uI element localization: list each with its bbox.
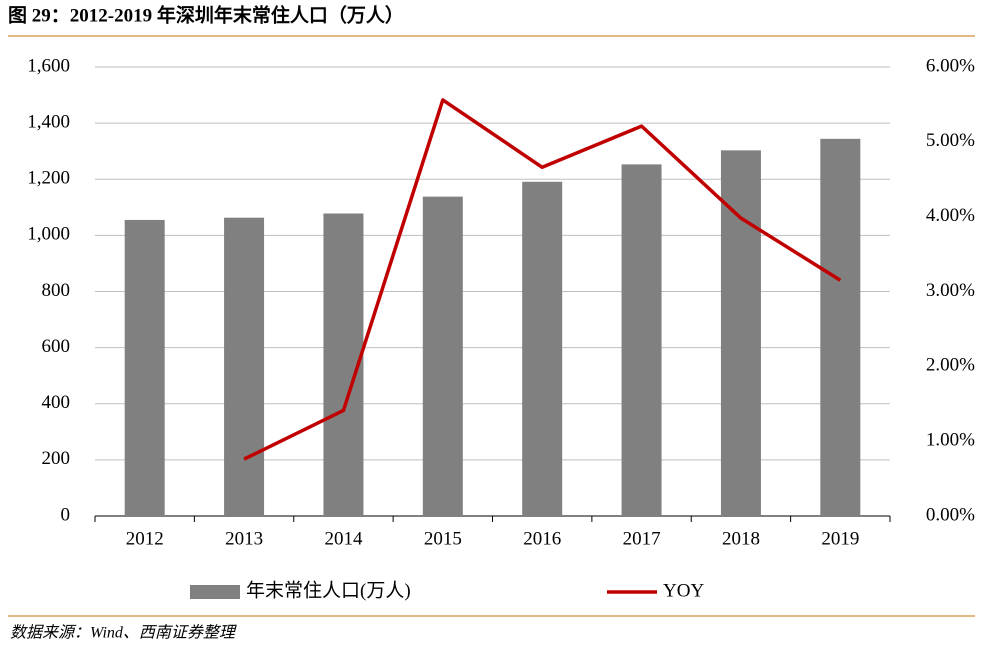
y-tick-label: 1,600 <box>27 55 70 76</box>
bar <box>621 164 662 516</box>
y2-tick-label: 4.00% <box>926 205 975 226</box>
y-tick-label: 800 <box>42 280 71 301</box>
figure-title: 图 29：2012-2019 年深圳年末常住人口（万人） <box>8 3 404 26</box>
y-tick-label: 600 <box>42 336 71 357</box>
bar <box>422 196 463 516</box>
line <box>243 98 842 461</box>
source: 数据来源：Wind、西南证券整理 <box>10 624 237 642</box>
y2-tick-label: 0.00% <box>926 504 975 525</box>
legend-label: 年末常住人口(万人) <box>246 579 411 601</box>
bar <box>224 217 265 516</box>
y-tick-label: 1,400 <box>27 111 70 132</box>
y2-tick-label: 1.00% <box>926 430 975 451</box>
y2-tick-label: 2.00% <box>926 355 975 376</box>
y-tick-label: 1,000 <box>27 224 70 245</box>
x-tick-label: 2016 <box>523 528 561 549</box>
y2-tick-label: 6.00% <box>926 55 975 76</box>
y2-tick-label: 5.00% <box>926 130 975 151</box>
x-tick-label: 2013 <box>225 528 263 549</box>
y2-tick-label: 3.00% <box>926 280 975 301</box>
x-tick-label: 2017 <box>623 528 661 549</box>
x-tick-label: 2012 <box>126 528 164 549</box>
x-tick-label: 2019 <box>821 528 859 549</box>
y-tick-label: 0 <box>61 504 71 525</box>
legend-label: YOY <box>663 580 704 601</box>
x-tick-label: 2014 <box>324 528 363 549</box>
y-tick-label: 400 <box>42 392 71 413</box>
bar <box>820 138 861 516</box>
x-tick-label: 2018 <box>722 528 760 549</box>
x-tick-label: 2015 <box>424 528 462 549</box>
legend-swatch <box>190 585 240 599</box>
y-tick-label: 200 <box>42 448 71 469</box>
bar <box>124 219 165 517</box>
y-tick-label: 1,200 <box>27 168 70 189</box>
bar <box>522 181 563 516</box>
bar <box>720 150 761 516</box>
